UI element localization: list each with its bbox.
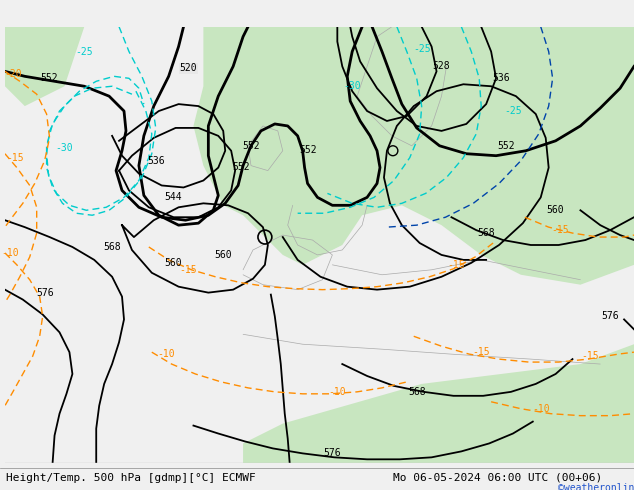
Text: -15: -15	[552, 225, 569, 235]
Text: 560: 560	[165, 258, 183, 268]
Text: -25: -25	[504, 106, 522, 116]
Text: 520: 520	[179, 63, 197, 74]
Text: 576: 576	[602, 312, 619, 321]
Polygon shape	[243, 136, 283, 175]
Text: -15: -15	[179, 265, 197, 275]
Text: -10: -10	[1, 248, 19, 258]
Text: 568: 568	[408, 387, 425, 397]
Text: 560: 560	[547, 205, 564, 215]
Text: -15: -15	[581, 351, 599, 361]
Text: 536: 536	[492, 74, 510, 83]
Text: 560: 560	[214, 250, 232, 260]
Text: 552: 552	[41, 74, 58, 83]
Text: 552: 552	[300, 145, 318, 155]
Text: -25: -25	[75, 47, 93, 56]
Text: -10: -10	[532, 404, 550, 414]
Text: -25: -25	[413, 44, 430, 53]
Text: 568: 568	[103, 242, 121, 252]
Text: 552: 552	[497, 141, 515, 151]
Text: 552: 552	[242, 141, 260, 151]
Text: -10: -10	[328, 387, 346, 397]
Text: Height/Temp. 500 hPa [gdmp][°C] ECMWF: Height/Temp. 500 hPa [gdmp][°C] ECMWF	[6, 473, 256, 483]
Text: 552: 552	[232, 162, 250, 172]
Text: 568: 568	[477, 228, 495, 238]
Text: 536: 536	[147, 156, 165, 166]
Text: ©weatheronline.co.uk: ©weatheronline.co.uk	[558, 483, 634, 490]
Text: Mo 06-05-2024 06:00 UTC (00+06): Mo 06-05-2024 06:00 UTC (00+06)	[393, 473, 602, 483]
Text: -15: -15	[448, 260, 465, 270]
Polygon shape	[5, 27, 84, 106]
Text: -10: -10	[157, 349, 174, 359]
Text: -15: -15	[472, 347, 490, 357]
Polygon shape	[243, 344, 634, 463]
Text: -20: -20	[4, 70, 22, 79]
Text: -15: -15	[6, 153, 23, 163]
Text: 528: 528	[432, 61, 450, 72]
Polygon shape	[353, 27, 441, 126]
Text: -30: -30	[344, 81, 361, 91]
Text: 576: 576	[323, 448, 341, 458]
Text: 544: 544	[165, 193, 183, 202]
Text: -30: -30	[56, 143, 74, 153]
Polygon shape	[193, 27, 634, 285]
Text: 576: 576	[36, 288, 53, 297]
